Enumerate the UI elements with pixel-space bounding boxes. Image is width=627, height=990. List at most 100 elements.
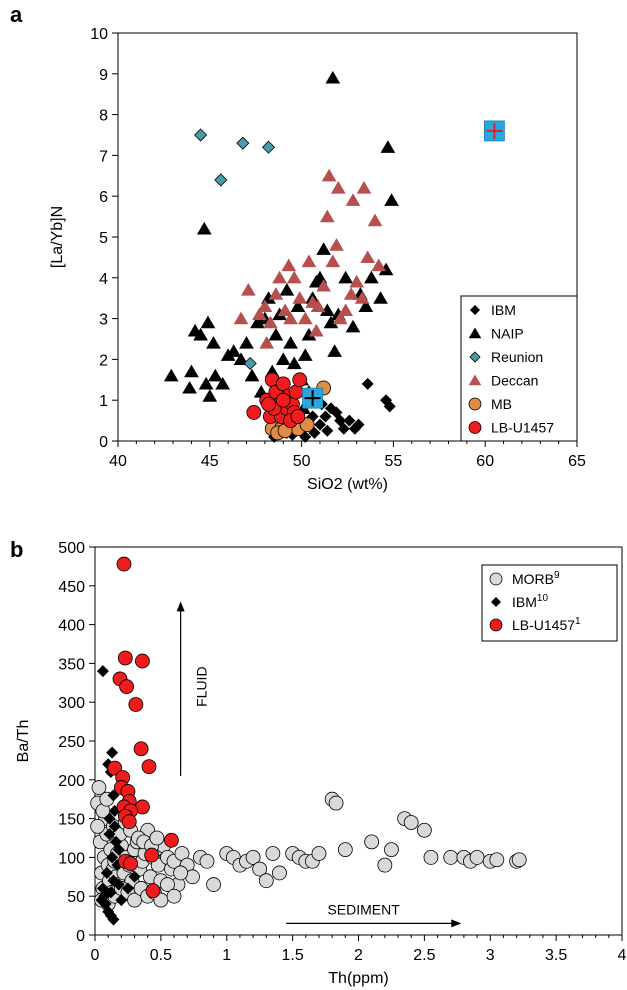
data-point <box>275 352 291 365</box>
data-point <box>288 384 304 400</box>
data-point <box>261 396 276 412</box>
data-point <box>141 759 157 775</box>
data-point <box>283 311 298 325</box>
data-point <box>106 851 119 864</box>
data-point <box>90 818 106 834</box>
data-point <box>257 299 273 312</box>
panel-label: a <box>10 2 23 27</box>
data-point <box>469 850 485 865</box>
data-point <box>416 822 432 838</box>
data-point <box>236 136 250 150</box>
data-point <box>364 834 380 850</box>
data-point <box>329 238 344 251</box>
y-axis-label: Ba/Th <box>15 720 32 763</box>
data-point <box>196 221 212 235</box>
data-point <box>163 368 179 382</box>
x-tick-label: 0.5 <box>150 947 172 964</box>
data-point <box>243 356 257 371</box>
data-point <box>182 380 197 394</box>
data-point <box>349 274 365 288</box>
panel-label: b <box>10 537 23 562</box>
legend-box <box>481 564 618 642</box>
legend-label: MB <box>491 396 512 412</box>
legend-marker <box>469 351 481 363</box>
data-point <box>258 873 274 889</box>
data-point <box>160 877 175 892</box>
y-tick-label: 300 <box>58 695 85 712</box>
data-point <box>233 311 249 325</box>
y-tick-label: 2 <box>99 352 108 369</box>
x-tick-label: 3 <box>486 947 495 964</box>
data-point <box>173 865 189 881</box>
data-point <box>184 364 199 378</box>
data-point <box>96 665 109 678</box>
data-point <box>345 193 361 206</box>
data-point <box>145 883 161 899</box>
data-point <box>206 877 221 892</box>
data-point <box>277 303 293 317</box>
y-tick-label: 0 <box>99 434 108 451</box>
legend-name: LB-U1457 <box>512 617 575 633</box>
legend-box <box>460 295 578 442</box>
x-tick-label: 40 <box>109 453 127 470</box>
series-reunion <box>194 128 276 371</box>
legend-name: IBM <box>512 594 537 610</box>
sediment-arrow-head <box>451 919 462 928</box>
data-point <box>321 168 337 182</box>
data-point <box>275 392 291 408</box>
data-point <box>108 820 121 833</box>
data-point <box>200 315 216 329</box>
data-point <box>332 311 348 325</box>
data-point <box>290 409 306 424</box>
data-point <box>283 336 298 349</box>
x-axis-label: SiO2 (wt%) <box>307 476 388 493</box>
data-point <box>281 258 297 272</box>
data-point <box>319 209 335 223</box>
data-point <box>279 283 295 296</box>
y-tick-label: 350 <box>58 656 85 673</box>
data-point <box>302 387 324 409</box>
legend-name: MORB <box>512 571 554 587</box>
legend-label: MORB9 <box>512 570 560 587</box>
data-point <box>297 348 313 361</box>
data-point <box>194 128 208 142</box>
legend-superscript: 10 <box>537 593 549 604</box>
y-tick-label: 8 <box>99 108 108 125</box>
fluid-arrow-head <box>176 601 185 612</box>
data-point <box>371 258 387 272</box>
data-point <box>214 173 228 187</box>
data-point <box>166 888 182 904</box>
panel-b: b 0 50 100 150 200 250 300 350 400 450 500 0 0.5 1 1.5 2… <box>10 537 627 987</box>
data-point <box>380 140 396 153</box>
data-point <box>96 882 109 895</box>
data-point <box>373 291 388 304</box>
legend-superscript: 9 <box>554 570 560 581</box>
x-tick-label: 60 <box>476 453 494 470</box>
data-point <box>364 270 379 284</box>
data-point <box>263 315 278 329</box>
y-tick-label: 100 <box>58 850 85 867</box>
sediment-label: SEDIMENT <box>327 901 400 917</box>
y-tick-label: 250 <box>58 734 85 751</box>
data-point <box>325 254 341 268</box>
data-point <box>358 299 374 312</box>
legend-label: IBM10 <box>512 593 548 610</box>
data-point <box>343 414 356 427</box>
data-point <box>292 372 308 388</box>
y-tick-label: 150 <box>58 812 85 829</box>
legend-marker <box>489 572 503 586</box>
data-point <box>338 303 354 317</box>
legend-superscript: 1 <box>575 616 581 627</box>
data-point <box>250 315 265 329</box>
y-tick-label: 450 <box>58 579 85 596</box>
data-point <box>483 120 505 142</box>
data-point <box>119 679 135 695</box>
data-point <box>319 303 335 317</box>
data-point <box>378 262 394 276</box>
data-point <box>323 315 339 329</box>
data-point <box>343 287 359 300</box>
x-tick-label: 2 <box>354 947 363 964</box>
y-tick-label: 50 <box>67 889 85 906</box>
data-point <box>325 70 341 84</box>
